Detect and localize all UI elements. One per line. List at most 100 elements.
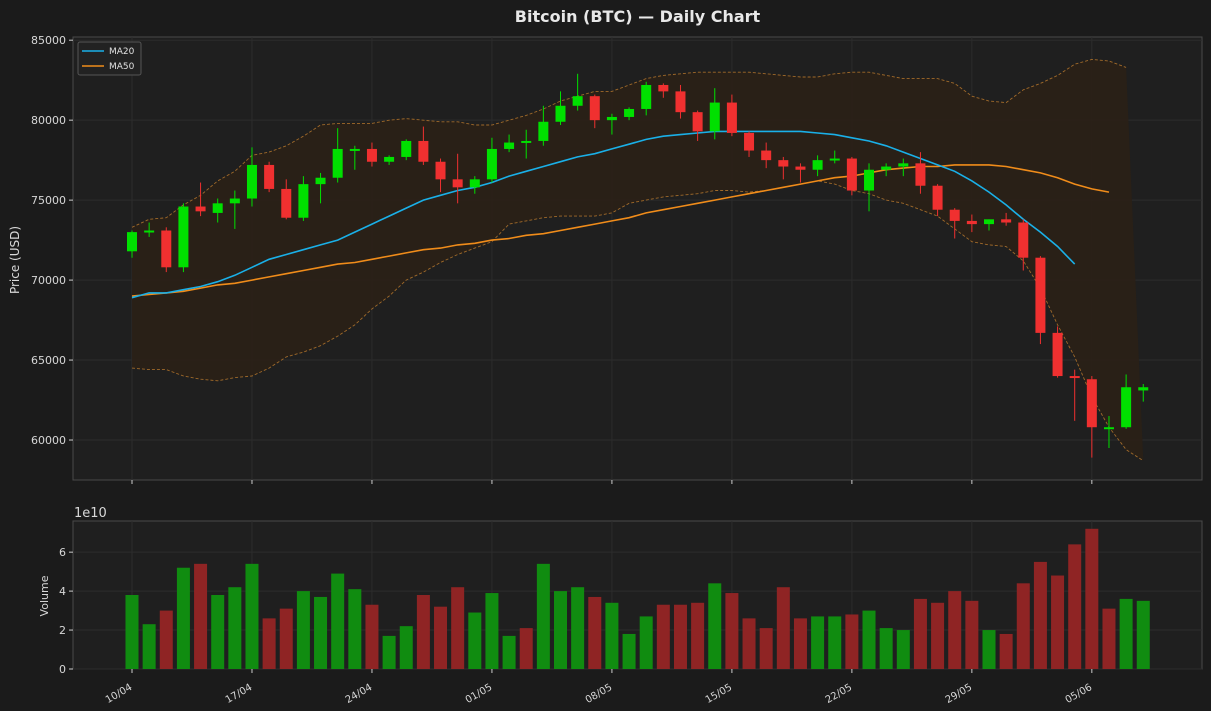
volume-bar: [125, 595, 139, 669]
volume-bar: [691, 602, 705, 669]
candle-body: [229, 198, 240, 204]
volume-bar: [1051, 575, 1065, 669]
candle: [298, 176, 309, 221]
volume-bar: [571, 587, 585, 669]
candle: [418, 126, 429, 165]
candle: [366, 142, 377, 167]
candle: [1086, 376, 1097, 458]
candle: [452, 153, 463, 204]
candle-body: [778, 160, 789, 167]
candle: [692, 110, 703, 141]
candle-body: [486, 148, 497, 180]
volume-bar: [828, 616, 842, 669]
price-y-tick-label: 70000: [31, 274, 66, 287]
price-y-tick-label: 85000: [31, 34, 66, 47]
volume-bar: [434, 606, 448, 669]
volume-bar: [759, 628, 773, 669]
candle-body: [1035, 257, 1046, 333]
candle: [949, 208, 960, 239]
candle: [195, 182, 206, 217]
volume-bar: [536, 563, 550, 669]
volume-bar: [1119, 598, 1133, 669]
volume-bar: [811, 616, 825, 669]
volume-y-axis-label: Volume: [38, 575, 51, 616]
candle-body: [212, 203, 223, 213]
candle-body: [606, 116, 617, 121]
candle: [469, 176, 480, 194]
ma20-line: [131, 130, 1076, 299]
price-y-axis-label: Price (USD): [8, 226, 22, 294]
volume-bar: [519, 628, 533, 669]
volume-bar: [605, 602, 619, 669]
candle: [1035, 256, 1046, 345]
volume-y-tick-label: 4: [59, 585, 66, 598]
candle-body: [366, 148, 377, 162]
candle: [332, 128, 343, 183]
price-y-tick-label: 75000: [31, 194, 66, 207]
candle-body: [726, 102, 737, 133]
candle: [778, 156, 789, 180]
volume-bar: [142, 624, 156, 669]
volume-bar: [776, 587, 790, 669]
candle: [812, 155, 823, 177]
candle-body: [641, 84, 652, 109]
volume-bar: [451, 587, 465, 669]
candle-body: [401, 140, 412, 157]
volume-bar: [1136, 600, 1150, 669]
volume-bar: [948, 591, 962, 669]
volume-bar: [245, 563, 259, 669]
candle-body: [195, 206, 206, 212]
candle: [127, 230, 137, 258]
candle-body: [898, 163, 909, 167]
candle: [744, 131, 755, 157]
candle: [315, 172, 326, 204]
price-y-tick-label: 60000: [31, 434, 66, 447]
candle-body: [1001, 219, 1012, 223]
volume-bar: [931, 602, 945, 669]
candle: [1069, 369, 1080, 421]
candle: [281, 179, 292, 220]
candle: [229, 190, 240, 229]
candle-body: [881, 166, 892, 170]
x-tick-label: 15/05: [704, 682, 734, 706]
candle-body: [521, 140, 532, 143]
candle: [932, 184, 943, 217]
candle: [384, 155, 395, 165]
candle: [1103, 416, 1114, 449]
volume-bar: [176, 567, 190, 669]
volume-bar: [468, 612, 482, 669]
candle-body: [1103, 427, 1114, 430]
x-tick-label: 08/05: [584, 682, 614, 706]
candle-body: [264, 164, 275, 189]
candle: [1138, 384, 1149, 402]
candle: [726, 94, 737, 137]
volume-panel: [72, 520, 1203, 670]
volume-bar: [554, 591, 567, 669]
candle: [246, 147, 257, 207]
volume-bar: [382, 635, 396, 669]
candle: [624, 107, 635, 121]
volume-bar: [228, 587, 242, 669]
candle: [178, 203, 189, 273]
candle: [606, 113, 617, 135]
candle-body: [846, 158, 857, 191]
candle-body: [589, 96, 600, 121]
candle-body: [829, 158, 840, 161]
candle-body: [161, 230, 172, 268]
volume-bar: [845, 614, 859, 669]
volume-bar: [1033, 561, 1047, 669]
volume-bar: [296, 591, 310, 669]
volume-bar: [639, 616, 653, 669]
volume-bar: [862, 610, 876, 669]
candle-body: [864, 169, 875, 191]
volume-y-tick-label: 0: [59, 663, 66, 676]
volume-bar: [742, 618, 756, 669]
volume-bar: [588, 596, 602, 669]
candle-body: [435, 161, 446, 180]
candle: [401, 139, 412, 161]
candle: [144, 222, 155, 237]
volume-bar: [708, 583, 722, 669]
volume-bar: [416, 595, 430, 669]
volume-bar: [896, 630, 910, 669]
